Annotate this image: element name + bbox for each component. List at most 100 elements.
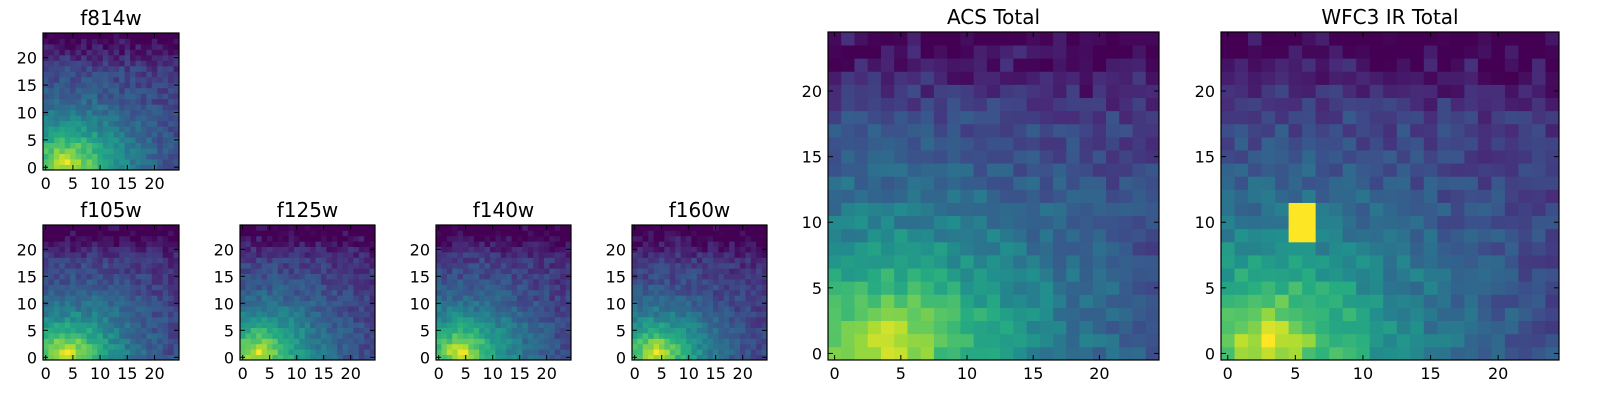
heatmap-cell xyxy=(1329,84,1344,98)
heatmap-cell xyxy=(119,241,125,247)
heatmap-cell xyxy=(113,60,120,67)
heatmap-cell xyxy=(723,333,730,339)
heatmap-cell xyxy=(124,230,131,237)
heatmap-cell xyxy=(245,279,252,285)
heatmap-cell xyxy=(538,284,545,291)
heatmap-cell xyxy=(484,273,491,280)
heatmap-cell xyxy=(1145,150,1160,164)
heatmap-cell xyxy=(261,295,268,301)
heatmap-cell xyxy=(53,120,60,127)
heatmap-cell xyxy=(1106,281,1120,295)
heatmap-cell xyxy=(1221,71,1235,85)
heatmap-cell xyxy=(272,322,279,328)
heatmap-cell xyxy=(1329,228,1344,243)
heatmap-cell xyxy=(113,126,120,133)
heatmap-cell xyxy=(669,262,676,269)
heatmap-cell xyxy=(64,349,71,355)
heatmap-cell xyxy=(288,300,295,307)
heatmap-cells xyxy=(828,32,1160,361)
heatmap-cell xyxy=(267,289,273,296)
heatmap-cell xyxy=(653,273,660,280)
heatmap-cell xyxy=(64,257,71,264)
heatmap-cell xyxy=(691,306,698,312)
heatmap-cell xyxy=(1026,32,1041,46)
heatmap-cell xyxy=(960,97,975,112)
heatmap-cell xyxy=(734,279,741,285)
heatmap-cell xyxy=(517,316,523,323)
heatmap-cell xyxy=(75,87,82,94)
heatmap-cell xyxy=(267,235,273,242)
panel-title: f160w xyxy=(669,198,731,222)
heatmap-cell xyxy=(81,343,87,350)
heatmap-cell xyxy=(119,268,125,274)
heatmap-cell xyxy=(560,343,566,350)
heatmap-cell xyxy=(108,82,115,89)
heatmap-cell xyxy=(1248,189,1262,203)
heatmap-cell xyxy=(479,262,485,269)
heatmap-cell xyxy=(500,289,507,296)
heatmap-cell xyxy=(97,262,104,269)
heatmap-cell xyxy=(43,148,49,154)
heatmap-cell xyxy=(1504,215,1519,230)
heatmap-cell xyxy=(723,289,730,296)
heatmap-cell xyxy=(960,333,975,348)
heatmap-cell xyxy=(565,311,572,318)
heatmap-cell xyxy=(740,262,746,269)
heatmap-cell xyxy=(920,320,935,335)
heatmap-cell xyxy=(86,284,93,291)
heatmap-cell xyxy=(48,257,55,264)
heatmap-cell xyxy=(119,322,125,328)
heatmap-cell xyxy=(321,306,327,312)
heatmap-cell xyxy=(86,153,93,160)
heatmap-cell xyxy=(1000,189,1014,203)
heatmap-cell xyxy=(675,279,681,285)
heatmap-cell xyxy=(691,257,698,264)
heatmap-cell xyxy=(841,32,855,46)
heatmap-cell xyxy=(277,230,284,237)
heatmap-cell xyxy=(1013,268,1027,282)
heatmap-cell xyxy=(436,333,442,339)
heatmap-cell xyxy=(1315,333,1330,348)
heatmap-cell xyxy=(283,225,289,231)
heatmap-cell xyxy=(506,306,512,312)
heatmap-cell xyxy=(162,153,169,160)
heatmap-cell xyxy=(1423,45,1438,59)
heatmap-cell xyxy=(867,123,882,138)
heatmap-cell xyxy=(250,241,257,247)
heatmap-cell xyxy=(920,110,935,125)
heatmap-cell xyxy=(1531,110,1546,125)
heatmap-cell xyxy=(146,311,153,318)
heatmap-cell xyxy=(560,316,566,323)
heatmap-cell xyxy=(315,322,322,328)
heatmap-cell xyxy=(1261,32,1276,46)
heatmap-cell xyxy=(473,349,480,355)
heatmap-cell xyxy=(675,349,681,355)
heatmap-cell xyxy=(664,235,671,242)
heatmap-cell xyxy=(973,268,988,282)
heatmap-cell xyxy=(168,164,174,171)
heatmap-cell xyxy=(283,295,289,301)
heatmap-cell xyxy=(500,306,507,312)
heatmap-cell xyxy=(348,289,354,296)
heatmap-cell xyxy=(108,257,115,264)
heatmap-cell xyxy=(1261,241,1276,256)
heatmap-cell xyxy=(43,60,49,67)
heatmap-cell xyxy=(544,349,550,355)
heatmap-cell xyxy=(841,294,855,308)
heatmap-cell xyxy=(1396,176,1411,190)
heatmap-cell xyxy=(761,225,768,231)
heatmap-cell xyxy=(1288,71,1303,85)
heatmap-cell xyxy=(1145,71,1160,85)
heatmap-cell xyxy=(140,262,147,269)
heatmap-cell xyxy=(342,338,349,345)
heatmap-cell xyxy=(140,33,147,39)
heatmap-cell xyxy=(734,268,741,274)
heatmap-cell xyxy=(511,230,518,237)
heatmap-cell xyxy=(1518,123,1533,138)
heatmap-cell xyxy=(1234,228,1249,243)
heatmap-cell xyxy=(734,230,741,237)
heatmap-cell xyxy=(1092,228,1107,243)
heatmap-cell xyxy=(48,300,55,307)
heatmap-cell xyxy=(729,268,735,274)
